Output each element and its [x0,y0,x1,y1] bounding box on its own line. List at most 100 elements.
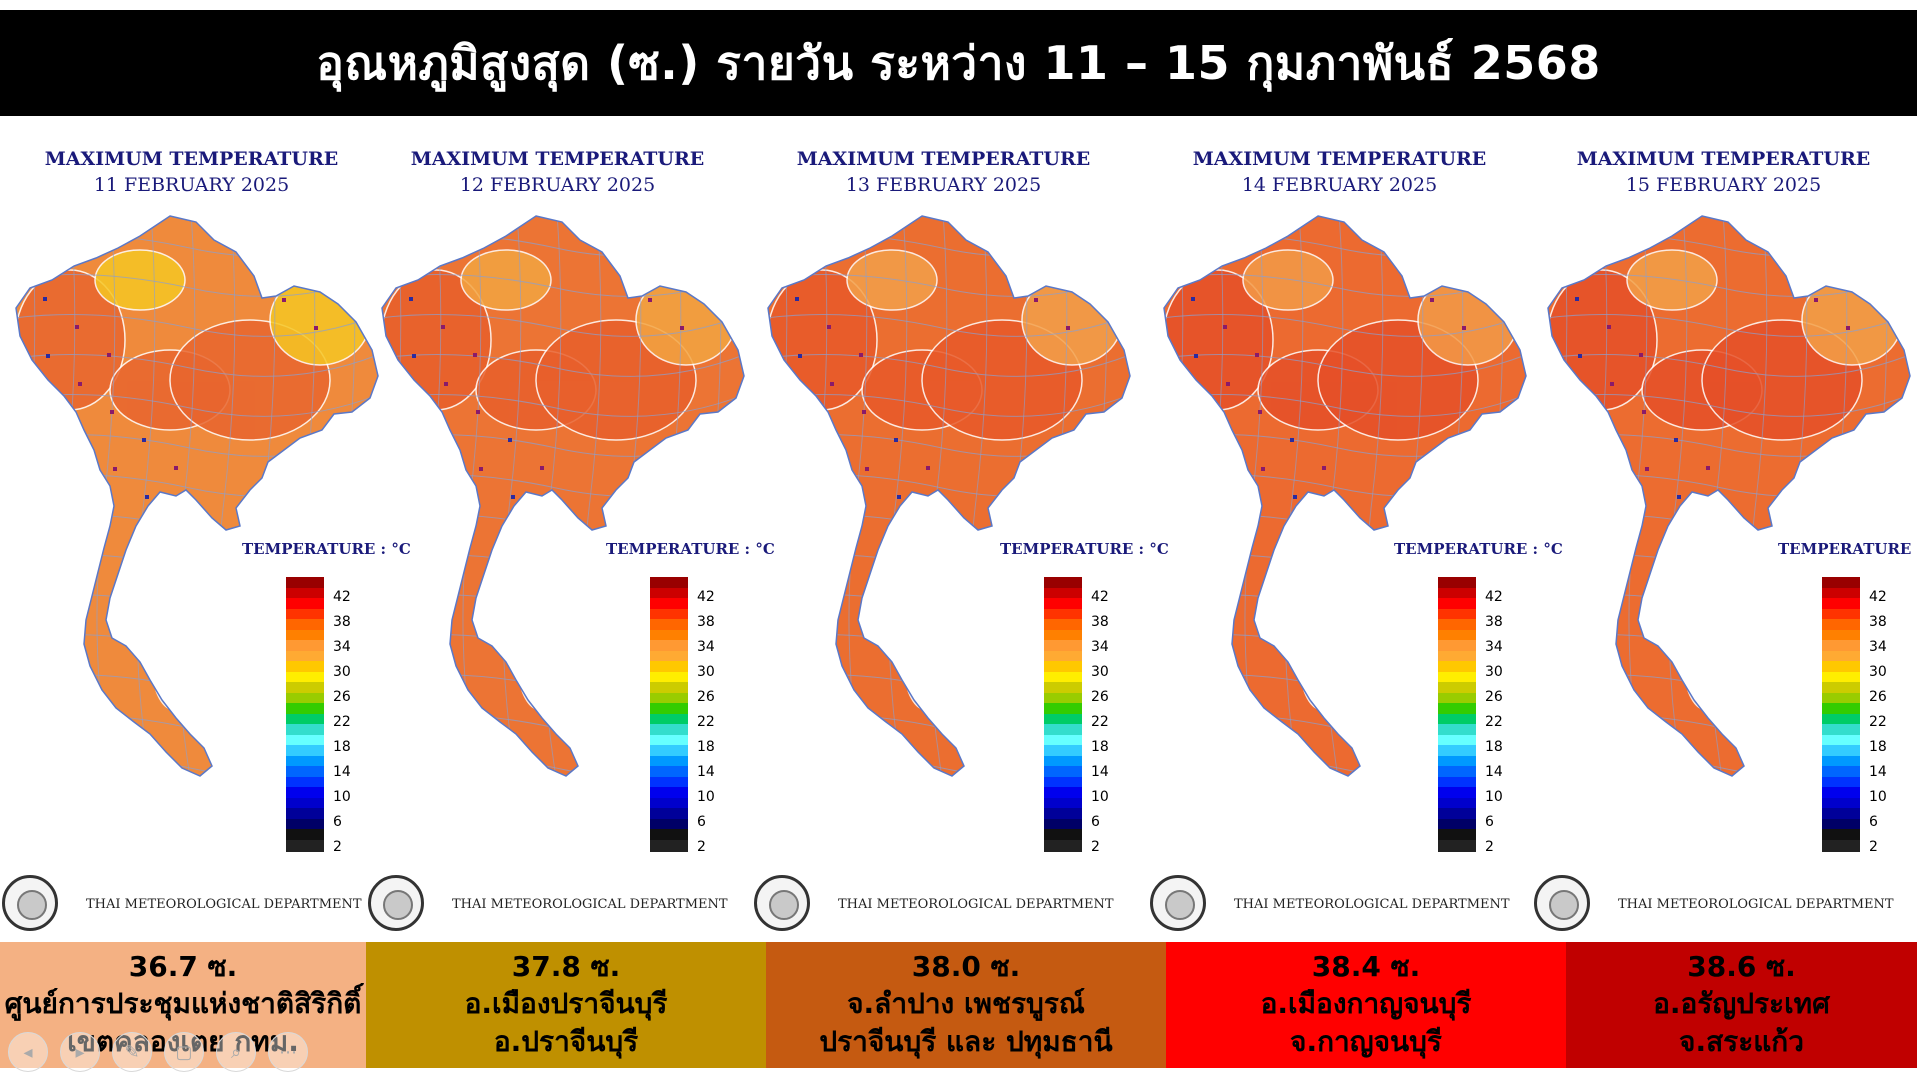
legend-tick-label: 6 [333,814,342,830]
legend-tick-label: 42 [1091,589,1109,605]
legend-swatch [286,682,324,694]
station-marker [46,354,50,358]
station-marker [1639,353,1643,357]
legend-swatch [286,619,324,631]
legend-swatch [650,787,688,799]
station-marker [581,665,585,669]
station-marker [929,523,933,527]
station-marker [1328,580,1332,584]
legend-swatch [1044,776,1082,789]
legend-swatch [1438,787,1476,799]
max-temp-value: 38.4 ซ. [1311,950,1421,983]
legend-tick-label: 10 [1485,789,1503,805]
legend-swatch [1438,713,1476,726]
legend-swatch [1438,661,1476,673]
station-marker [1706,466,1710,470]
station-marker [145,495,149,499]
legend-tick-label: 18 [697,739,715,755]
legend-swatch [1044,724,1082,736]
station-marker [177,523,181,527]
province-boundary [1164,513,1526,537]
legend-tick-label: 38 [1869,614,1887,630]
next-slide-button[interactable]: ▸ [60,1032,100,1072]
temperature-contour [518,629,564,711]
legend-tick-label: 22 [1869,714,1887,730]
legend-swatch [1438,619,1476,631]
province-boundary [16,353,378,377]
legend-tick-label: 18 [1869,739,1887,755]
legend-swatch [1438,640,1476,652]
station-marker [180,580,184,584]
station-marker [932,580,936,584]
station-marker [1578,354,1582,358]
province-boundary [336,216,356,776]
station-marker [1360,608,1364,612]
station-marker [1028,664,1032,668]
station-marker [444,382,448,386]
station-marker [833,439,837,443]
legend-tick-label: 14 [697,764,715,780]
legend-swatch [1044,766,1082,778]
slide-view-button[interactable]: ▢ [164,1032,204,1072]
legend-swatch [1044,755,1082,768]
province-boundary [1284,216,1304,776]
station-marker [1575,297,1579,301]
station-marker [1747,665,1751,669]
legend-swatch [1044,703,1082,715]
station-marker [1063,269,1067,273]
max-temp-location-line2: อ.ปราจีนบุรี [493,1025,639,1058]
zoom-button[interactable]: ⌕ [216,1032,256,1072]
pen-tool-button[interactable]: ✎ [112,1032,152,1072]
legend-tick-label: 6 [1091,814,1100,830]
station-marker [1261,467,1265,471]
legend-swatch [1822,766,1860,778]
legend-swatch [650,776,688,789]
legend-swatch [286,787,324,799]
station-marker [1814,298,1818,302]
legend-swatch [1822,808,1860,820]
max-temp-value: 37.8 ซ. [511,950,621,983]
station-marker [1642,410,1646,414]
station-marker [1392,636,1396,640]
legend-swatch [286,797,324,810]
station-marker [607,579,611,583]
legend-tick-label: 42 [1485,589,1503,605]
legend-swatch [286,734,324,747]
more-options-button[interactable]: ⋯ [268,1032,308,1072]
legend-swatch [286,839,324,852]
map-heading: MAXIMUM TEMPERATURE [44,148,339,170]
station-marker [81,439,85,443]
station-marker [677,269,681,273]
station-marker [795,297,799,301]
department-credit: THAI METEOROLOGICAL DEPARTMENT [452,897,728,912]
legend-tick-label: 26 [697,689,715,705]
station-marker [409,297,413,301]
station-marker [900,552,904,556]
station-marker [1462,326,1466,330]
station-marker [142,438,146,442]
province-boundary [1164,313,1526,337]
legend-tick-label: 30 [697,664,715,680]
station-marker [798,354,802,358]
province-boundary [502,216,522,776]
legend-swatch [1044,629,1082,642]
prev-slide-button[interactable]: ◂ [8,1032,48,1072]
station-marker [827,325,831,329]
station-marker [610,636,614,640]
legend-swatch [1438,797,1476,810]
station-marker [1034,298,1038,302]
legend-tick-label: 2 [1485,839,1494,855]
station-marker [1226,382,1230,386]
station-marker [209,551,213,555]
tmd-logo [1150,875,1206,931]
legend-swatch [286,640,324,652]
station-marker [1712,580,1716,584]
legend-tick-label: 34 [1485,639,1503,655]
station-marker [1223,325,1227,329]
station-marker [43,297,47,301]
station-marker [1363,665,1367,669]
station-marker [241,579,245,583]
station-marker [894,438,898,442]
legend-swatch [1438,671,1476,684]
province-boundary [382,513,744,537]
